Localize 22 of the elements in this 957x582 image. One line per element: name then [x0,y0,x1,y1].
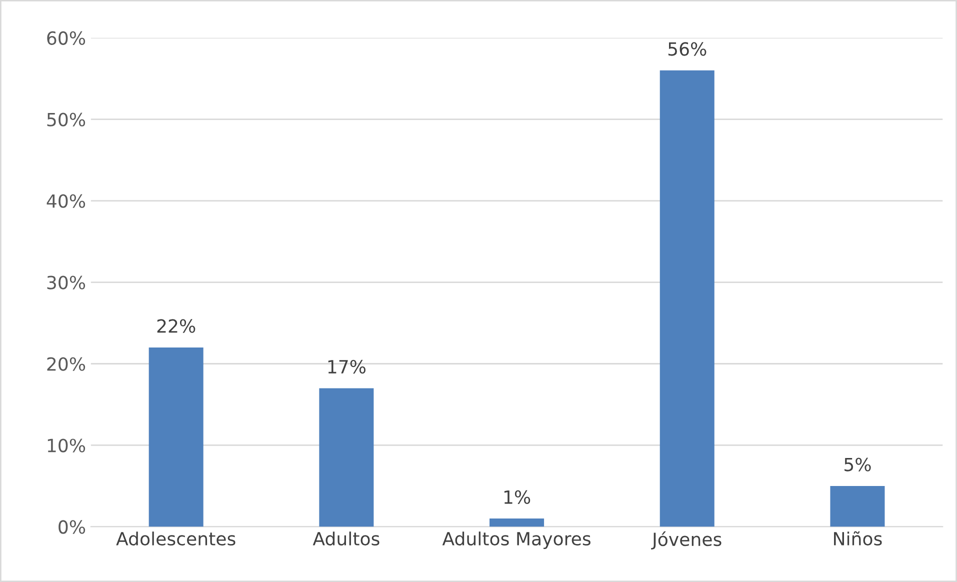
data-label: 1% [504,490,530,504]
data-label: 56% [668,42,706,56]
data-label: 22% [157,319,196,333]
x-tick-label: Adultos [312,532,380,546]
x-tick-label: Adultos Mayores [442,532,590,550]
y-tick-label: 50% [47,112,86,126]
y-tick-label: 10% [48,438,86,452]
bar [148,347,204,527]
x-tick-label: Niños [834,531,882,546]
x-tick-label: Adolescentes [116,532,236,546]
bar [660,70,714,527]
bar [490,518,544,527]
y-tick-label: 40% [46,194,86,208]
bar [319,388,374,527]
y-tick-label: 0% [58,520,86,534]
bar [830,486,885,527]
x-tick-label: Jóvenes [651,531,722,550]
data-label: 5% [844,458,871,472]
y-tick-label: 60% [47,31,86,45]
y-tick-label: 30% [47,276,86,290]
data-label: 17% [328,360,366,374]
y-tick-label: 20% [47,357,86,371]
